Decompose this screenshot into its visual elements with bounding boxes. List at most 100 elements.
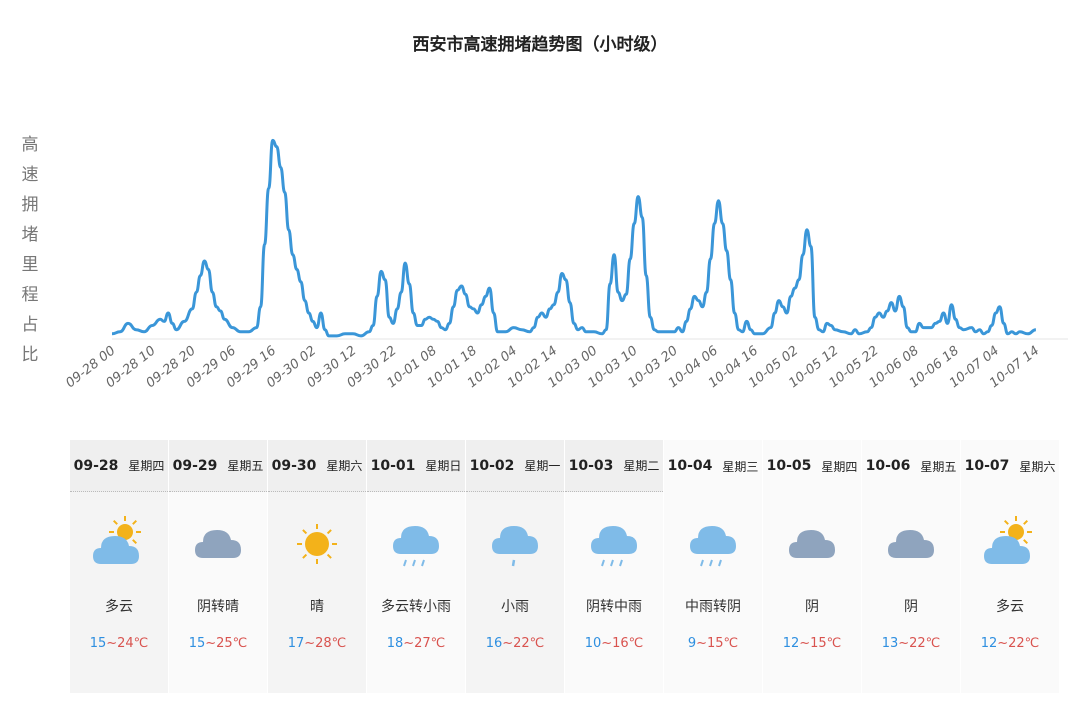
temp-separator: ~	[304, 636, 316, 651]
forecast-weekday: 星期六	[326, 459, 363, 473]
forecast-day-header: 10-05 星期四	[763, 440, 861, 492]
forecast-temperature: 18~27℃	[387, 636, 446, 651]
forecast-condition: 中雨转阴	[685, 599, 741, 615]
temp-separator: ~	[997, 636, 1009, 651]
forecast-weekday: 星期二	[623, 459, 660, 473]
forecast-day-header: 10-06 星期五	[862, 440, 960, 492]
rain-icon	[584, 514, 644, 574]
forecast-day-09-29: 09-29 星期五阴转晴 15~25℃	[169, 440, 268, 693]
cloudy-icon	[881, 514, 941, 574]
temp-low: 10	[584, 636, 602, 651]
forecast-condition: 多云	[105, 599, 133, 615]
temp-high: 25℃	[216, 636, 248, 651]
forecast-day-10-05: 10-05 星期四阴 12~15℃	[763, 440, 862, 693]
forecast-condition: 阴	[904, 599, 918, 615]
forecast-date: 10-05	[766, 458, 812, 474]
forecast-day-header: 10-02 星期一	[466, 440, 564, 492]
temp-high: 16℃	[612, 636, 644, 651]
temp-separator: ~	[106, 636, 118, 651]
forecast-day-header: 10-03 星期二	[565, 440, 663, 492]
forecast-day-09-30: 09-30 星期六晴 17~28℃	[268, 440, 367, 693]
forecast-weekday: 星期四	[821, 459, 858, 474]
temp-separator: ~	[898, 636, 910, 651]
temp-high: 22℃	[909, 636, 941, 651]
y-axis-label: 高速拥堵里程占比	[21, 135, 39, 365]
temp-low: 16	[485, 636, 503, 651]
forecast-weekday: 星期一	[524, 459, 561, 473]
forecast-date: 10-06	[865, 458, 911, 474]
forecast-day-header: 10-01 星期日	[367, 440, 465, 492]
temp-high: 15℃	[707, 636, 739, 651]
forecast-date: 10-02	[469, 457, 515, 474]
forecast-temperature: 10~16℃	[585, 636, 644, 651]
forecast-condition: 阴	[805, 599, 819, 615]
temp-high: 28℃	[315, 636, 347, 651]
temp-separator: ~	[696, 636, 708, 651]
forecast-condition: 小雨	[501, 599, 529, 615]
temp-high: 24℃	[117, 636, 149, 651]
forecast-condition: 多云转小雨	[381, 599, 451, 615]
forecast-temperature: 15~24℃	[90, 636, 149, 651]
forecast-temperature: 15~25℃	[189, 636, 248, 651]
forecast-date: 09-28	[73, 457, 119, 474]
forecast-temperature: 17~28℃	[288, 636, 347, 651]
temp-low: 13	[881, 636, 899, 651]
forecast-weekday: 星期三	[722, 459, 759, 474]
chart-title: 西安市高速拥堵趋势图（小时级）	[412, 35, 668, 55]
forecast-date: 10-07	[964, 458, 1010, 474]
temp-low: 15	[188, 636, 206, 651]
forecast-date: 10-04	[667, 458, 713, 474]
forecast-temperature: 9~15℃	[688, 636, 738, 651]
forecast-day-header: 10-04 星期三	[664, 440, 762, 492]
temp-separator: ~	[799, 636, 811, 651]
temp-high: 15℃	[810, 636, 842, 651]
forecast-day-header: 09-30 星期六	[268, 440, 366, 492]
temp-separator: ~	[403, 636, 415, 651]
forecast-weekday: 星期四	[128, 459, 165, 473]
forecast-temperature: 12~22℃	[981, 636, 1040, 651]
forecast-condition: 阴转晴	[197, 599, 239, 615]
forecast-day-header: 09-28 星期四	[70, 440, 168, 492]
partly-cloudy-icon	[980, 514, 1040, 574]
temp-low: 9	[687, 636, 697, 651]
forecast-day-09-28: 09-28 星期四多云 15~24℃	[70, 440, 169, 693]
temp-low: 18	[386, 636, 404, 651]
forecast-day-10-02: 10-02 星期一小雨 16~22℃	[466, 440, 565, 693]
rain-icon	[683, 514, 743, 574]
forecast-temperature: 13~22℃	[882, 636, 941, 651]
temp-high: 27℃	[414, 636, 446, 651]
temp-low: 15	[89, 636, 107, 651]
cloudy-icon	[188, 514, 248, 574]
temp-low: 12	[980, 636, 998, 651]
forecast-weekday: 星期五	[920, 459, 957, 474]
temp-separator: ~	[601, 636, 613, 651]
forecast-date: 09-29	[172, 457, 218, 474]
forecast-day-header: 10-07 星期六	[961, 440, 1059, 492]
forecast-day-10-06: 10-06 星期五阴 13~22℃	[862, 440, 961, 693]
weather-forecast-panel: 09-28 星期四 多云 15~24℃ 09-29 星期五 阴转晴 15~25℃ 09-30 星期…	[70, 440, 1060, 693]
temp-high: 22℃	[513, 636, 545, 651]
forecast-weekday: 星期日	[425, 459, 462, 473]
forecast-day-10-01: 10-01 星期日多云转小雨 18~27℃	[367, 440, 466, 693]
forecast-day-10-07: 10-07 星期六多云 12~22℃	[961, 440, 1060, 693]
forecast-temperature: 12~15℃	[783, 636, 842, 651]
series-line-0	[111, 138, 1037, 338]
forecast-day-10-03: 10-03 星期二阴转中雨 10~16℃	[565, 440, 664, 693]
forecast-condition: 多云	[996, 599, 1024, 615]
temp-low: 12	[782, 636, 800, 651]
forecast-day-header: 09-29 星期五	[169, 440, 267, 492]
forecast-date: 10-03	[568, 457, 614, 474]
rain-icon	[386, 514, 446, 574]
forecast-condition: 晴	[310, 599, 324, 615]
forecast-condition: 阴转中雨	[586, 599, 642, 615]
forecast-weekday: 星期五	[227, 459, 264, 473]
partly-cloudy-icon	[89, 514, 149, 574]
temp-separator: ~	[205, 636, 217, 651]
forecast-day-10-04: 10-04 星期三中雨转阴 9~15℃	[664, 440, 763, 693]
forecast-date: 10-01	[370, 457, 416, 474]
forecast-temperature: 16~22℃	[486, 636, 545, 651]
forecast-weekday: 星期六	[1019, 459, 1056, 474]
forecast-date: 09-30	[271, 457, 317, 474]
temp-high: 22℃	[1008, 636, 1040, 651]
